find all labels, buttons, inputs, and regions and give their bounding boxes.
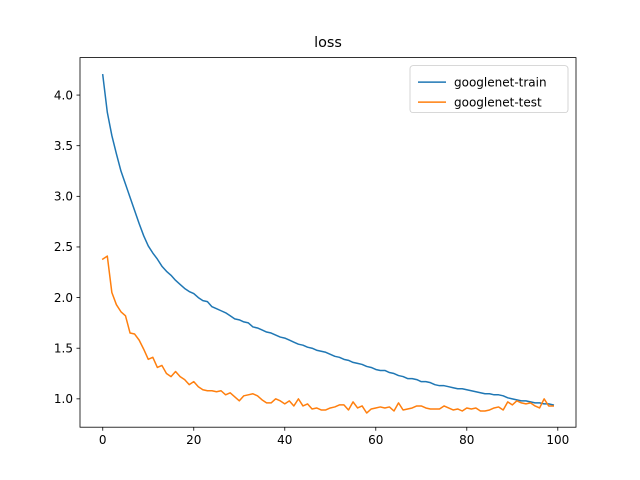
legend-box (409, 65, 569, 113)
y-tick-label: 3.0 (54, 190, 73, 204)
series-line-googlenet-test (101, 255, 554, 414)
y-axis: 1.0 1.5 2.0 2.5 3.0 3.5 4.0 (54, 88, 80, 406)
plot-lines (101, 73, 555, 414)
y-tick-label: 4.0 (54, 88, 73, 102)
series-line-googlenet-train (101, 73, 555, 406)
chart-title: loss (314, 35, 342, 51)
x-axis: 0 20 40 60 80 100 (99, 427, 569, 447)
x-tick-label: 0 (99, 433, 107, 447)
legend-label: googlenet-test (454, 96, 542, 110)
legend-label: googlenet-train (454, 76, 547, 90)
plot-frame (79, 57, 577, 428)
y-tick-label: 3.5 (54, 139, 73, 153)
x-tick-label: 20 (186, 433, 201, 447)
x-tick-label: 40 (277, 433, 292, 447)
x-tick-label: 60 (368, 433, 383, 447)
x-tick-label: 100 (546, 433, 569, 447)
y-tick-label: 1.0 (54, 392, 73, 406)
legend: googlenet-train googlenet-test (409, 65, 569, 113)
x-tick-label: 80 (459, 433, 474, 447)
y-tick-label: 2.5 (54, 240, 73, 254)
y-tick-label: 2.0 (54, 291, 73, 305)
y-tick-label: 1.5 (54, 341, 73, 355)
